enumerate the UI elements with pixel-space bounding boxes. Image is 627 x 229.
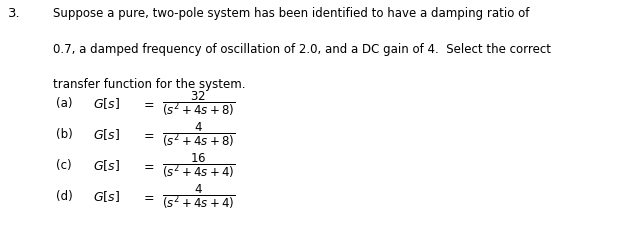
Text: 3.: 3. <box>8 7 20 20</box>
Text: $G[s]$: $G[s]$ <box>93 127 120 141</box>
Text: $=$: $=$ <box>141 128 155 140</box>
Text: $G[s]$: $G[s]$ <box>93 158 120 172</box>
Text: 0.7, a damped frequency of oscillation of 2.0, and a DC gain of 4.  Select the c: 0.7, a damped frequency of oscillation o… <box>53 42 551 55</box>
Text: Suppose a pure, two‐pole system has been identified to have a damping ratio of: Suppose a pure, two‐pole system has been… <box>53 7 530 20</box>
Text: $G[s]$: $G[s]$ <box>93 96 120 110</box>
Text: (a): (a) <box>56 97 73 109</box>
Text: $G[s]$: $G[s]$ <box>93 188 120 203</box>
Text: $\dfrac{16}{(s^2+4s+4)}$: $\dfrac{16}{(s^2+4s+4)}$ <box>162 150 235 179</box>
Text: transfer function for the system.: transfer function for the system. <box>53 78 246 91</box>
Text: $\dfrac{4}{(s^2+4s+4)}$: $\dfrac{4}{(s^2+4s+4)}$ <box>162 181 235 210</box>
Text: $\dfrac{32}{(s^2+4s+8)}$: $\dfrac{32}{(s^2+4s+8)}$ <box>162 89 235 117</box>
Text: $=$: $=$ <box>141 189 155 202</box>
Text: $=$: $=$ <box>141 158 155 171</box>
Text: (d): (d) <box>56 189 73 202</box>
Text: $=$: $=$ <box>141 97 155 109</box>
Text: $\dfrac{4}{(s^2+4s+8)}$: $\dfrac{4}{(s^2+4s+8)}$ <box>162 120 235 148</box>
Text: (b): (b) <box>56 128 73 140</box>
Text: (c): (c) <box>56 158 72 171</box>
